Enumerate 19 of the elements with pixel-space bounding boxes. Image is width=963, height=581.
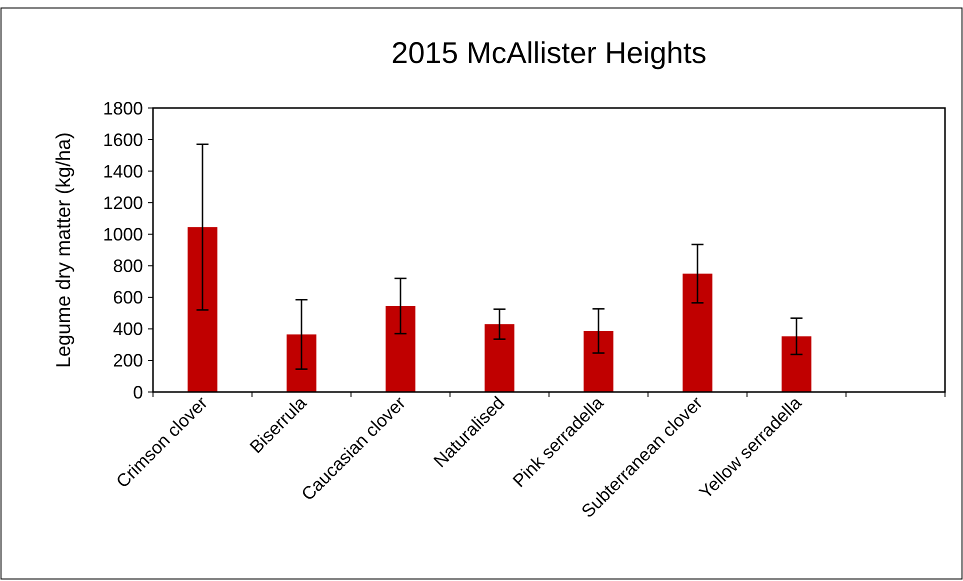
y-tick-label: 1400 xyxy=(102,161,143,182)
y-tick-label: 0 xyxy=(132,382,143,402)
y-tick-label: 1600 xyxy=(102,130,143,150)
bar xyxy=(188,227,218,392)
bar xyxy=(286,334,316,392)
y-tick-label: 200 xyxy=(112,350,143,371)
bar xyxy=(386,306,416,392)
y-tick-label: 1000 xyxy=(102,224,143,245)
bar xyxy=(682,274,712,392)
y-tick-label: 600 xyxy=(112,288,143,308)
y-tick-label: 800 xyxy=(112,256,143,276)
bar xyxy=(584,330,614,392)
y-axis-title: Legume dry matter (kg/ha) xyxy=(53,132,75,368)
y-tick-label: 1800 xyxy=(102,98,143,118)
chart-title: 2015 McAllister Heights xyxy=(391,37,707,70)
y-tick-label: 1200 xyxy=(102,192,143,213)
y-tick-label: 400 xyxy=(112,319,143,340)
bar xyxy=(782,336,812,392)
bar xyxy=(484,324,514,392)
